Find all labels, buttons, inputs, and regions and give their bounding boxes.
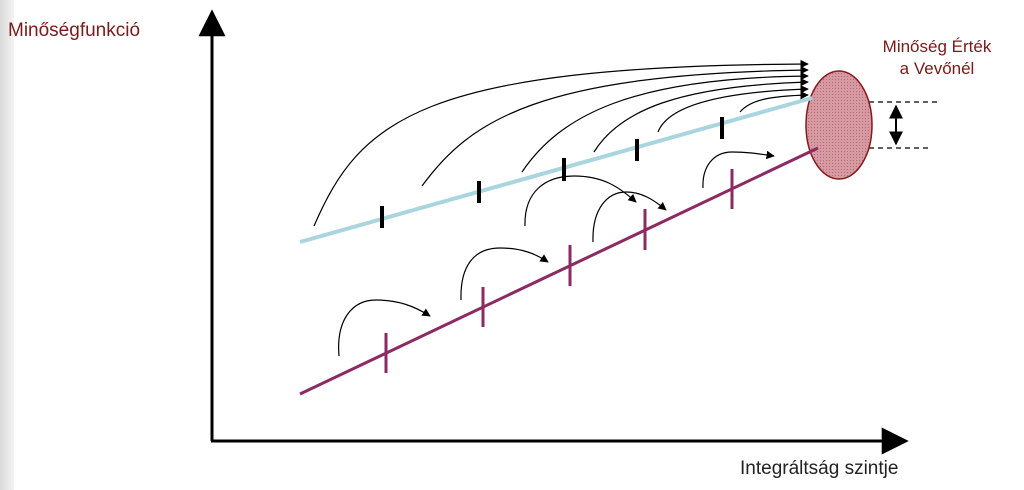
curved-arrow xyxy=(593,78,809,153)
target-label: Minőség Érték a Vevőnél xyxy=(852,36,1022,80)
target-ellipse xyxy=(805,70,873,180)
hook-arrow xyxy=(338,299,431,357)
curved-arrow xyxy=(657,85,809,133)
target-label-line2: a Vevőnél xyxy=(899,59,975,78)
lower-ticks xyxy=(384,169,734,373)
lower-hook-arrows xyxy=(338,150,775,357)
upper-line xyxy=(299,96,813,244)
upper-curved-arrows xyxy=(313,59,809,227)
curved-arrow xyxy=(421,65,809,187)
hook-arrow xyxy=(702,150,775,189)
target-label-line1: Minőség Érték xyxy=(882,37,992,56)
left-edge-shade xyxy=(0,0,14,490)
y-axis-label: Minőségfunkció xyxy=(8,20,141,41)
curved-arrow xyxy=(521,71,809,173)
lower-line xyxy=(299,146,819,396)
hook-arrow xyxy=(524,175,637,227)
hook-arrow xyxy=(592,191,667,243)
x-axis-label: Integráltság szintje xyxy=(740,458,899,479)
curved-arrow xyxy=(739,91,809,113)
curved-arrow xyxy=(313,59,809,227)
hook-arrow xyxy=(460,247,549,301)
